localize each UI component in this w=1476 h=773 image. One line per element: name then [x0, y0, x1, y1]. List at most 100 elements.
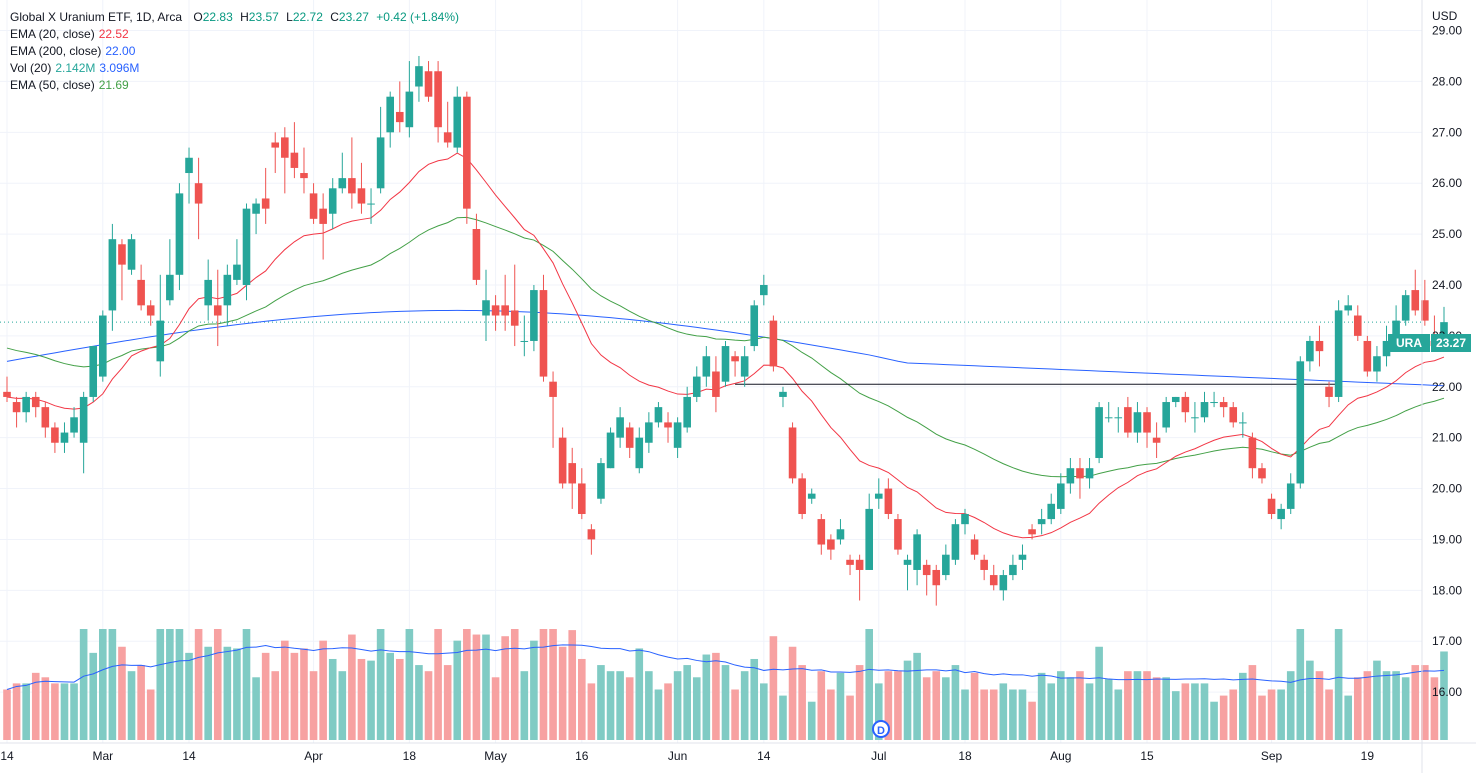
volume-bar: [1267, 689, 1276, 740]
volume-bar: [348, 634, 356, 740]
volume-bar: [328, 658, 337, 740]
volume-bar: [1143, 671, 1151, 740]
x-tick-label: Sep: [1261, 749, 1283, 763]
price-axis[interactable]: 29.0028.0027.0026.0025.0024.0023.0022.00…: [1421, 0, 1462, 773]
volume-bar: [1392, 671, 1400, 740]
volume-bar: [386, 652, 394, 740]
candle-body: [12, 402, 21, 413]
legend-ema50[interactable]: EMA (50, close) 21.69: [10, 77, 459, 94]
candle-body: [721, 346, 730, 382]
volume-bar: [1057, 671, 1065, 740]
volume-bar: [79, 629, 88, 740]
candle-body: [798, 478, 806, 514]
candle-body: [290, 152, 299, 168]
candle-body: [185, 157, 193, 174]
volume-bar: [1171, 691, 1180, 740]
volume-bar: [1162, 677, 1170, 740]
volume-ma-value: 3.096M: [99, 61, 140, 75]
candle-body: [606, 432, 615, 469]
volume-bar: [788, 646, 797, 740]
volume-bar: [376, 629, 385, 740]
volume-bar: [1363, 671, 1372, 740]
volume-bar: [463, 629, 471, 740]
volume-bar: [1401, 677, 1410, 740]
candle-body: [510, 310, 519, 326]
legend-volume[interactable]: Vol (20) 2.142M 3.096M: [10, 60, 459, 77]
volume-bar: [989, 689, 998, 740]
candle-body: [817, 519, 826, 545]
candle-body: [865, 508, 873, 570]
volume-bar: [664, 683, 672, 740]
legend-ema20[interactable]: EMA (20, close) 22.52: [10, 26, 459, 43]
volume-bar: [1219, 695, 1228, 740]
candle-body: [1085, 468, 1094, 479]
volume-bar: [472, 634, 481, 740]
volume-bar: [606, 671, 615, 740]
x-tick-label: May: [484, 749, 507, 763]
dividend-event-badge[interactable]: D: [872, 720, 890, 738]
candle-body: [1277, 508, 1285, 520]
volume-bar: [233, 648, 241, 740]
candle-body: [1171, 396, 1180, 403]
candle-body: [1353, 315, 1362, 336]
candle-body: [1047, 503, 1056, 520]
volume-bar: [338, 671, 347, 740]
candle-body: [1373, 356, 1381, 372]
volume-bar: [673, 671, 682, 740]
volume-bar: [1114, 689, 1123, 740]
volume-bar: [1248, 665, 1257, 740]
volume-bar: [1191, 683, 1199, 740]
volume-bar: [721, 665, 730, 740]
volume-bar: [625, 677, 634, 740]
candle-body: [252, 203, 260, 214]
time-axis[interactable]: 14 Mar 14 Apr 18 May 16 Jun 14 Jul 18 Aug 15 Sep 19: [0, 742, 1476, 763]
volume-bar: [578, 658, 586, 740]
ohlc-h-key: H: [240, 10, 249, 24]
candle-body: [1344, 305, 1352, 311]
candle-body: [156, 320, 165, 362]
candle-body: [434, 71, 442, 128]
volume-bar: [31, 672, 40, 740]
candle-body: [922, 564, 931, 576]
volume-bar: [654, 689, 663, 740]
volume-bar: [491, 677, 500, 740]
volume-bar: [3, 689, 11, 740]
candle-body: [300, 173, 308, 179]
candle-body: [3, 391, 11, 397]
x-tick-label: Mar: [92, 749, 113, 763]
candle-body: [1009, 564, 1017, 576]
candle-body: [616, 417, 624, 438]
candle-body: [846, 559, 854, 565]
candle-body: [1124, 407, 1132, 433]
legend-ema200[interactable]: EMA (200, close) 22.00: [10, 43, 459, 60]
candle-body: [261, 198, 270, 209]
volume-bar: [1286, 671, 1295, 740]
volume-bar: [846, 695, 854, 740]
volume-bar: [1104, 678, 1113, 740]
candle-body: [932, 569, 941, 586]
volume-bar: [501, 636, 509, 740]
candle-body: [1325, 386, 1333, 397]
volume-bar: [1239, 672, 1247, 740]
candle-body: [1114, 417, 1123, 419]
candle-body: [951, 524, 960, 560]
volume-bar: [683, 665, 691, 740]
volume-bar: [645, 671, 653, 740]
candle-body: [1401, 295, 1410, 321]
volume-bar: [740, 671, 749, 740]
candle-body: [1363, 340, 1372, 372]
volume-bar: [1382, 671, 1391, 740]
ohlc-h-value: 23.57: [248, 10, 279, 24]
candle-body: [79, 396, 88, 443]
ohlc-l-value: 22.72: [292, 10, 323, 24]
volume-bar: [970, 672, 979, 740]
volume-bar: [1200, 683, 1209, 740]
candle-body: [731, 356, 739, 362]
candle-body: [530, 290, 538, 341]
candle-body: [70, 417, 78, 433]
candle-body: [271, 142, 280, 148]
volume-bar: [951, 665, 960, 740]
candle-body: [453, 96, 462, 148]
candle-body: [692, 376, 701, 397]
